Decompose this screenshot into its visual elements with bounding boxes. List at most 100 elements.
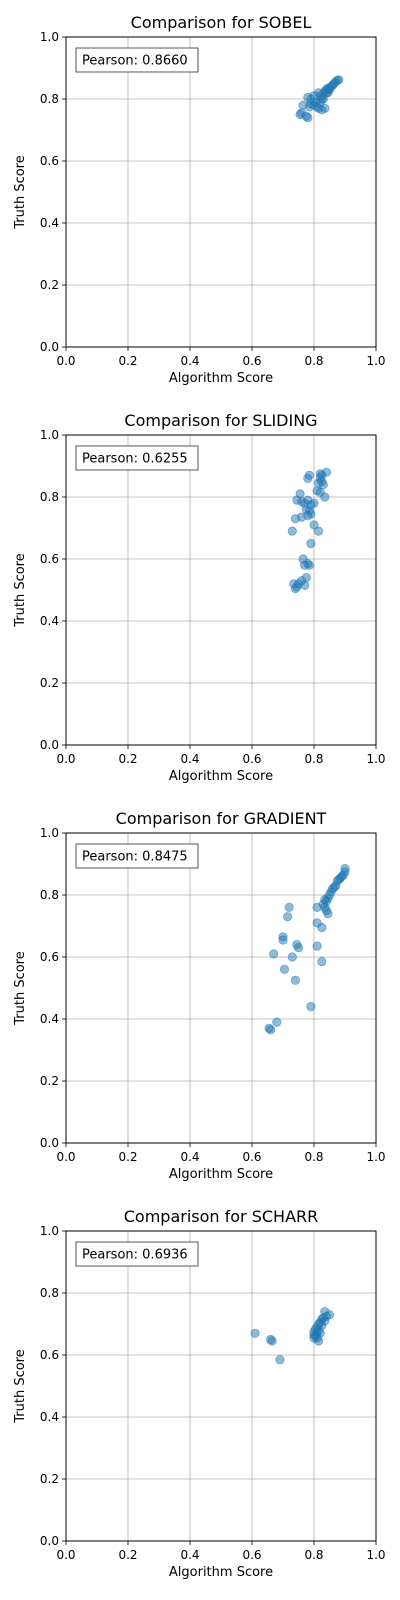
data-point — [304, 560, 314, 570]
data-point — [300, 580, 310, 591]
data-point — [290, 975, 300, 985]
y-tick-label: 0.0 — [40, 738, 59, 752]
y-tick-label: 0.2 — [40, 1074, 59, 1088]
y-tick-label: 0.2 — [40, 278, 59, 292]
y-tick-label: 0.0 — [40, 1534, 59, 1548]
data-point — [313, 526, 324, 536]
y-tick-label: 0.8 — [40, 1286, 59, 1300]
x-tick-label: 1.0 — [366, 1548, 385, 1562]
data-point — [309, 498, 319, 508]
x-tick-label: 0.2 — [118, 752, 137, 766]
y-tick-label: 0.6 — [40, 552, 59, 566]
x-tick-label: 0.0 — [56, 1548, 75, 1562]
data-point — [272, 1017, 282, 1027]
x-tick-label: 0.2 — [118, 1150, 137, 1164]
plot-frame — [65, 36, 377, 348]
y-tick-label: 0.2 — [40, 676, 59, 690]
data-point — [293, 943, 304, 953]
data-point — [278, 935, 288, 945]
data-point — [304, 470, 314, 480]
x-tick-label: 0.0 — [56, 354, 75, 368]
x-tick-label: 0.6 — [242, 752, 261, 766]
data-point — [318, 479, 328, 490]
y-tick-label: 0.6 — [40, 950, 59, 964]
x-tick-label: 0.4 — [180, 752, 199, 766]
data-point — [269, 949, 279, 959]
y-tick-label: 0.4 — [40, 614, 59, 628]
x-tick-label: 0.2 — [118, 1548, 137, 1562]
y-tick-label: 0.0 — [40, 340, 59, 354]
x-tick-label: 0.4 — [180, 1548, 199, 1562]
data-point — [250, 1328, 260, 1338]
y-tick-label: 0.8 — [40, 490, 59, 504]
data-point — [265, 1025, 276, 1035]
x-tick-label: 0.2 — [118, 354, 137, 368]
chart-title: Comparison for SCHARR — [124, 1207, 319, 1226]
data-point — [279, 964, 290, 975]
x-tick-label: 0.6 — [242, 1548, 261, 1562]
chart-title: Comparison for SLIDING — [124, 411, 317, 430]
chart-1: Comparison for SLIDING 0.0 0.2 0.4 0.6 0.8 1.0… — [13, 411, 386, 784]
plot-frame — [65, 832, 377, 1144]
pearson-annotation: Pearson: 0.8475 — [75, 843, 199, 869]
data-point — [303, 113, 313, 123]
data-point — [312, 941, 322, 951]
pearson-value: Pearson: 0.6255 — [82, 452, 188, 467]
data-point — [334, 75, 344, 85]
x-tick-label: 0.0 — [56, 752, 75, 766]
data-point — [323, 908, 333, 919]
x-axis-label: Algorithm Score — [169, 1565, 273, 1580]
x-tick-label: 0.6 — [242, 1150, 261, 1164]
chart-title: Comparison for SOBEL — [131, 13, 312, 32]
annotation-box — [75, 1241, 199, 1267]
x-tick-label: 0.4 — [180, 1150, 199, 1164]
pearson-value: Pearson: 0.8475 — [82, 850, 188, 865]
data-point — [318, 94, 328, 104]
x-tick-label: 1.0 — [366, 752, 385, 766]
pearson-value: Pearson: 0.6936 — [82, 1248, 188, 1263]
chart-2: Comparison for GRADIENT 0.0 0.2 0.4 0.6 0.8 1.… — [13, 809, 386, 1182]
x-tick-label: 0.8 — [304, 354, 323, 368]
data-point — [284, 902, 294, 913]
x-tick-label: 0.4 — [180, 354, 199, 368]
data-point — [282, 912, 293, 922]
data-point — [287, 526, 297, 536]
y-tick-label: 0.4 — [40, 1012, 59, 1026]
x-tick-label: 0.8 — [304, 1548, 323, 1562]
chart-0: Comparison for SOBEL 0.0 0.2 0.4 0.6 0.8 1.0 0.… — [13, 13, 386, 386]
annotation-box — [75, 843, 199, 869]
data-point — [306, 538, 316, 549]
chart-title: Comparison for GRADIENT — [116, 809, 327, 828]
x-tick-label: 0.0 — [56, 1150, 75, 1164]
data-point — [275, 1355, 285, 1365]
y-tick-label: 0.4 — [40, 1410, 59, 1424]
annotation-box — [75, 445, 199, 471]
x-tick-label: 1.0 — [366, 1150, 385, 1164]
y-tick-label: 0.6 — [40, 154, 59, 168]
pearson-value: Pearson: 0.8660 — [82, 54, 188, 69]
pearson-annotation: Pearson: 0.8660 — [75, 47, 199, 73]
data-point — [321, 467, 331, 477]
x-tick-label: 1.0 — [366, 354, 385, 368]
x-tick-label: 0.8 — [304, 1150, 323, 1164]
pearson-annotation: Pearson: 0.6936 — [75, 1241, 199, 1267]
y-tick-label: 0.4 — [40, 216, 59, 230]
y-tick-label: 0.6 — [40, 1348, 59, 1362]
y-axis-label: Truth Score — [13, 553, 28, 628]
x-tick-label: 0.6 — [242, 354, 261, 368]
plot-frame — [65, 434, 377, 746]
x-axis-label: Algorithm Score — [169, 1167, 273, 1182]
y-tick-label: 0.0 — [40, 1136, 59, 1150]
data-point — [292, 582, 302, 592]
data-point — [309, 520, 319, 530]
y-tick-label: 1.0 — [40, 30, 59, 44]
plot-frame — [65, 1230, 377, 1542]
data-point — [317, 922, 327, 933]
y-axis-label: Truth Score — [13, 1349, 28, 1424]
data-point — [290, 514, 300, 524]
data-point — [320, 492, 330, 502]
y-tick-label: 0.8 — [40, 888, 59, 902]
data-point — [287, 952, 297, 962]
data-point — [313, 1336, 324, 1346]
